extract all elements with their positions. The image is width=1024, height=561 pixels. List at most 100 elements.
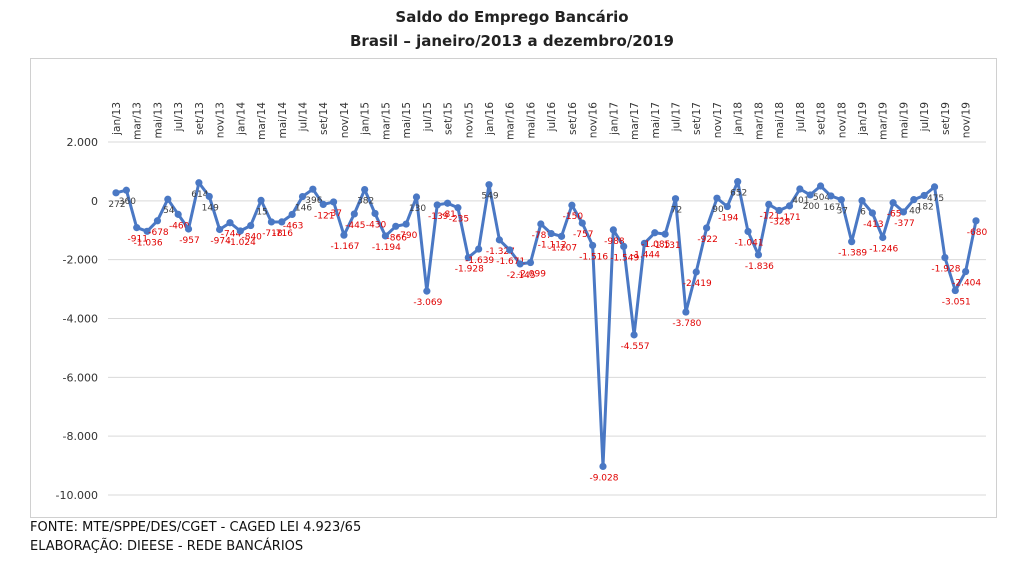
data-point — [868, 209, 876, 217]
data-label: -171 — [780, 213, 800, 223]
data-label: 149 — [202, 203, 219, 213]
data-point — [153, 217, 162, 225]
data-label: -1.024 — [227, 238, 256, 248]
data-point — [796, 185, 804, 193]
data-label: 504 — [813, 193, 830, 203]
data-label: -1.041 — [735, 238, 764, 248]
data-label: 360 — [119, 197, 136, 207]
x-tick-label: mai/13 — [152, 102, 164, 138]
y-tick-label: -6.000 — [63, 371, 98, 384]
data-point — [423, 287, 431, 295]
x-tick-label: mai/15 — [401, 102, 413, 138]
data-point — [640, 239, 649, 247]
data-label: -377 — [894, 219, 914, 229]
data-label: -957 — [179, 236, 199, 246]
y-tick-label: 0 — [91, 195, 98, 208]
data-label: -1.036 — [134, 238, 163, 248]
data-label: 40 — [909, 207, 921, 217]
data-label: -1.131 — [652, 241, 681, 251]
data-label: -2.404 — [952, 279, 981, 289]
chart-title-line-1: Saldo do Emprego Bancário — [395, 8, 629, 26]
data-label: 182 — [917, 202, 934, 212]
data-label: -430 — [366, 220, 387, 230]
x-tick-label: mar/17 — [629, 102, 641, 140]
x-tick-label: jul/15 — [422, 102, 434, 132]
data-point — [951, 286, 959, 295]
data-label: -463 — [283, 221, 303, 231]
data-point — [703, 224, 711, 232]
data-label: -65 — [887, 210, 902, 220]
x-tick-label: jul/17 — [671, 102, 683, 132]
data-label: -3.051 — [942, 298, 971, 308]
x-tick-label: jul/18 — [795, 102, 807, 132]
x-tick-label: mar/18 — [753, 102, 765, 140]
data-label: -787 — [532, 231, 552, 241]
data-point — [257, 196, 265, 204]
data-point — [350, 210, 358, 218]
data-point — [827, 192, 835, 200]
x-tick-label: mar/13 — [132, 102, 144, 140]
data-point — [443, 199, 452, 207]
data-point — [899, 208, 908, 216]
data-label: -1.246 — [869, 244, 898, 254]
series-line — [115, 180, 978, 468]
data-point — [288, 210, 296, 219]
x-tick-label: mai/17 — [650, 102, 662, 138]
chart-title-line-2: Brasil – janeiro/2013 a dezembro/2019 — [350, 32, 674, 50]
data-point — [267, 218, 276, 226]
data-label: -680 — [967, 228, 988, 238]
data-label: -911 — [128, 235, 148, 245]
x-tick-label: jan/17 — [608, 102, 620, 136]
data-label: -235 — [449, 215, 469, 225]
data-label: -1.085 — [641, 240, 670, 250]
data-point — [889, 199, 897, 207]
x-tick-label: jan/14 — [235, 102, 247, 136]
data-point — [122, 186, 130, 194]
x-tick-label: set/13 — [194, 102, 206, 135]
data-label: -139 — [428, 212, 449, 222]
data-label: -1.112 — [538, 241, 567, 251]
data-label: 652 — [730, 189, 747, 199]
data-label: 90 — [712, 205, 724, 215]
data-point — [630, 331, 638, 339]
x-tick-label: jul/19 — [919, 102, 931, 132]
data-point — [806, 191, 814, 199]
data-point — [433, 201, 441, 209]
data-label: 614 — [191, 190, 208, 200]
data-label: 272 — [108, 200, 125, 210]
data-point — [485, 181, 493, 189]
data-point — [495, 236, 503, 244]
data-label: -413 — [863, 220, 883, 230]
data-point — [516, 260, 524, 268]
data-point — [734, 178, 742, 186]
y-tick-label: 2.000 — [67, 136, 99, 149]
data-label: -757 — [573, 230, 593, 240]
data-point — [858, 197, 866, 205]
x-tick-label: set/17 — [691, 102, 703, 135]
data-label: 146 — [295, 204, 312, 214]
data-point — [143, 227, 151, 235]
data-label: 15 — [256, 207, 267, 217]
data-point — [537, 220, 545, 228]
data-label: -121 — [760, 211, 780, 221]
data-point — [216, 225, 224, 234]
x-tick-label: jan/18 — [733, 102, 745, 136]
data-point — [589, 241, 597, 250]
data-label: 401 — [792, 196, 809, 206]
data-label: -1.194 — [372, 243, 401, 253]
data-point — [910, 196, 918, 204]
data-label: -194 — [718, 214, 739, 224]
data-label: -1.639 — [465, 256, 494, 266]
data-point — [464, 253, 472, 262]
data-label: -840 — [241, 233, 262, 243]
y-tick-label: -8.000 — [63, 430, 98, 443]
x-tick-label: mai/19 — [898, 102, 910, 138]
data-label: -1.549 — [610, 253, 639, 263]
data-point — [329, 198, 338, 206]
data-point — [775, 206, 783, 215]
data-label: -81 — [441, 210, 456, 220]
data-label: -1.207 — [548, 243, 577, 253]
x-tick-label: set/14 — [318, 102, 330, 135]
x-tick-label: nov/19 — [961, 102, 973, 138]
